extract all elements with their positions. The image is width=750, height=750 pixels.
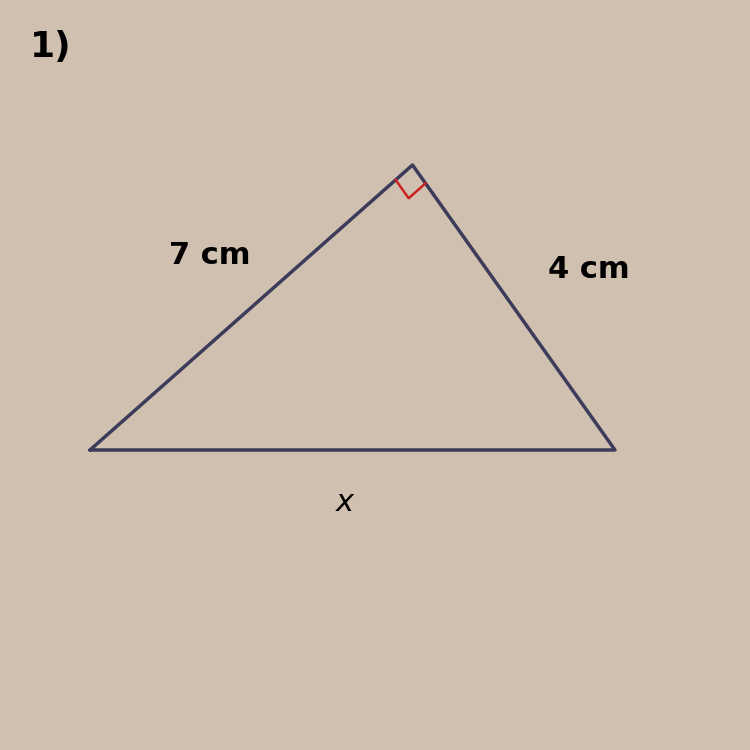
- Text: 7 cm: 7 cm: [170, 241, 250, 269]
- Text: x: x: [336, 488, 354, 517]
- Text: 1): 1): [30, 30, 72, 64]
- Text: 4 cm: 4 cm: [548, 256, 629, 284]
